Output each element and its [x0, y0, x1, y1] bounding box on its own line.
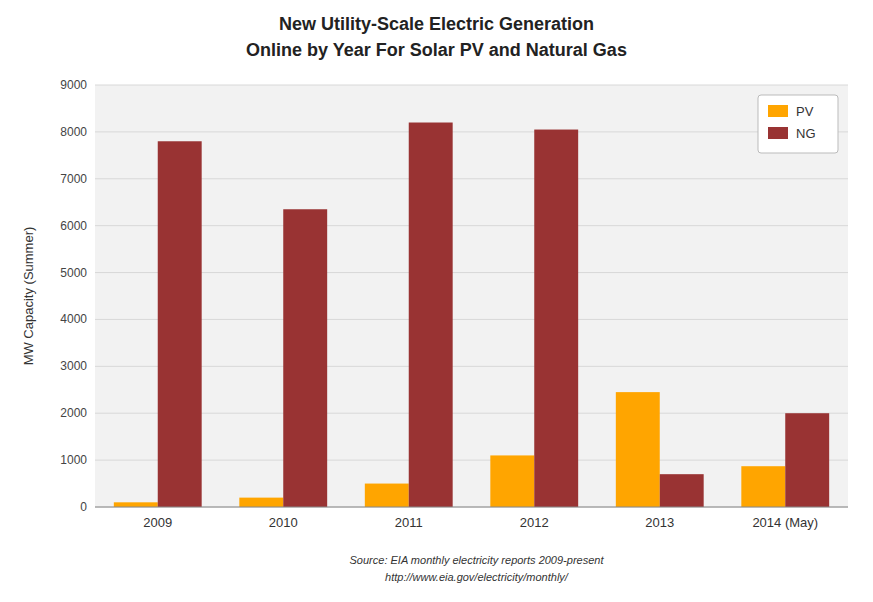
legend-swatch — [768, 127, 788, 139]
legend-label: PV — [796, 104, 814, 119]
grid-line — [95, 366, 848, 367]
grid-line — [95, 131, 848, 132]
y-tick-label: 6000 — [60, 219, 87, 233]
bar — [409, 123, 453, 507]
source-note: Source: EIA monthly electricity reports … — [350, 554, 605, 566]
y-axis-label: MW Capacity (Summer) — [21, 227, 36, 366]
chart-svg: New Utility-Scale Electric Generation Onl… — [0, 0, 873, 602]
grid-line — [95, 85, 848, 86]
grid-line — [95, 460, 848, 461]
legend-swatch — [768, 105, 788, 117]
bar — [616, 392, 660, 507]
bar — [365, 484, 409, 507]
bar — [660, 474, 704, 507]
bar — [158, 141, 202, 507]
grid — [95, 85, 848, 507]
y-tick-label: 1000 — [60, 453, 87, 467]
x-tick-label: 2013 — [645, 515, 674, 530]
legend: PV NG — [758, 95, 838, 153]
legend-box — [758, 95, 838, 153]
source-note: http://www.eia.gov/electricity/monthly/ — [385, 571, 569, 583]
grid-line — [95, 507, 848, 508]
chart-container: New Utility-Scale Electric Generation Onl… — [0, 0, 873, 602]
bar — [534, 130, 578, 507]
bar — [114, 502, 158, 507]
title: New Utility-Scale Electric Generation — [279, 14, 594, 34]
legend-label: NG — [796, 126, 816, 141]
x-tick-label: 2012 — [520, 515, 549, 530]
y-tick-label: 3000 — [60, 359, 87, 373]
grid-line — [95, 178, 848, 179]
grid-line — [95, 225, 848, 226]
y-tick-label: 2000 — [60, 406, 87, 420]
subtitle: Online by Year For Solar PV and Natural … — [246, 40, 627, 60]
plot-background — [95, 85, 848, 507]
x-axis-line — [95, 507, 848, 508]
y-tick-label: 9000 — [60, 78, 87, 92]
bar — [239, 498, 283, 507]
y-tick-label: 7000 — [60, 172, 87, 186]
grid-line — [95, 413, 848, 414]
y-tick-label: 4000 — [60, 312, 87, 326]
x-tick-label: 2011 — [395, 515, 423, 530]
bar — [490, 455, 534, 507]
bar — [785, 413, 829, 507]
bars — [114, 123, 829, 507]
y-tick-label: 8000 — [60, 125, 87, 139]
grid-line — [95, 272, 848, 273]
x-tick-label: 2014 (May) — [752, 515, 818, 530]
y-tick-label: 0 — [80, 500, 87, 514]
x-tick-label: 2009 — [143, 515, 172, 530]
y-tick-label: 5000 — [60, 266, 87, 280]
bar — [283, 209, 327, 507]
x-tick-label: 2010 — [269, 515, 298, 530]
bar — [741, 466, 785, 507]
grid-line — [95, 319, 848, 320]
